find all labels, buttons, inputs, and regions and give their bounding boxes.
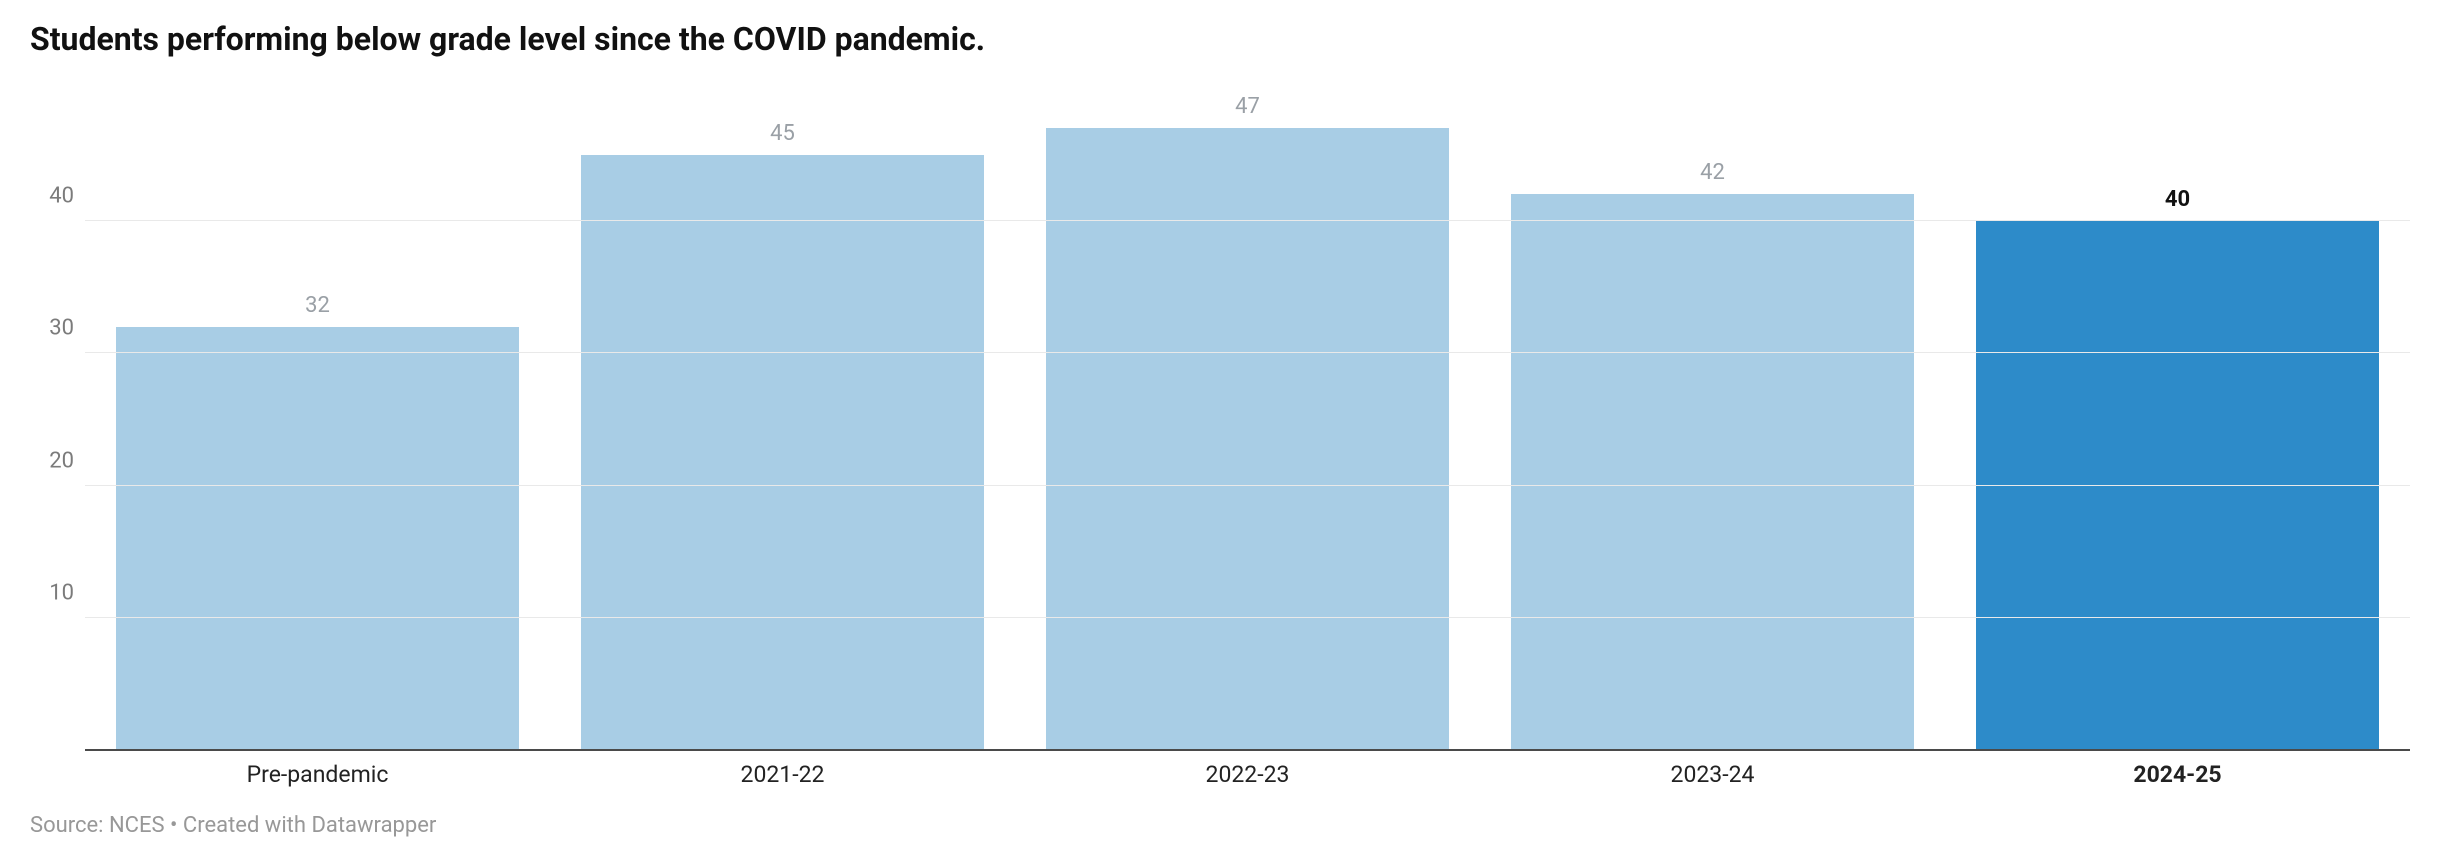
bar-value-label: 45 [770, 123, 795, 145]
chart-area: 10203040 3245474240 Pre-pandemic2021-222… [30, 88, 2410, 791]
bar [116, 327, 518, 751]
y-tick-label: 30 [49, 316, 74, 341]
y-tick-label: 20 [49, 448, 74, 473]
y-tick-label: 10 [49, 581, 74, 606]
x-axis-labels: Pre-pandemic2021-222022-232023-242024-25 [85, 755, 2410, 791]
x-tick-label: Pre-pandemic [85, 755, 550, 791]
y-axis: 10 20 30 40 [30, 88, 80, 791]
gridline [85, 220, 2410, 221]
bar [1511, 194, 1913, 751]
x-tick-label: 2024-25 [1945, 755, 2410, 791]
bar [581, 155, 983, 751]
bar-slot: 32 [85, 88, 550, 751]
baseline [85, 749, 2410, 751]
bar-slot: 47 [1015, 88, 1480, 751]
x-tick-label: 2021-22 [550, 755, 1015, 791]
gridline [85, 617, 2410, 618]
bar-value-label: 42 [1700, 162, 1725, 184]
x-tick-label: 2022-23 [1015, 755, 1480, 791]
bar-value-label: 40 [2165, 189, 2190, 211]
bar [1046, 128, 1448, 751]
y-tick-label: 40 [49, 183, 74, 208]
x-tick-label: 2023-24 [1480, 755, 1945, 791]
chart-title: Students performing below grade level si… [30, 20, 2410, 58]
chart-container: Students performing below grade level si… [0, 0, 2440, 858]
bar-slot: 45 [550, 88, 1015, 751]
bars-group: 32 45 47 42 40 [85, 88, 2410, 751]
plot-area: 32 45 47 42 40 [85, 88, 2410, 751]
chart-source: Source: NCES • Created with Datawrapper [30, 813, 2410, 838]
bar-slot: 40 [1945, 88, 2410, 751]
bar-value-label: 47 [1235, 96, 1260, 118]
gridline [85, 352, 2410, 353]
bar-value-label: 32 [305, 295, 330, 317]
bar-slot: 42 [1480, 88, 1945, 751]
gridline [85, 485, 2410, 486]
